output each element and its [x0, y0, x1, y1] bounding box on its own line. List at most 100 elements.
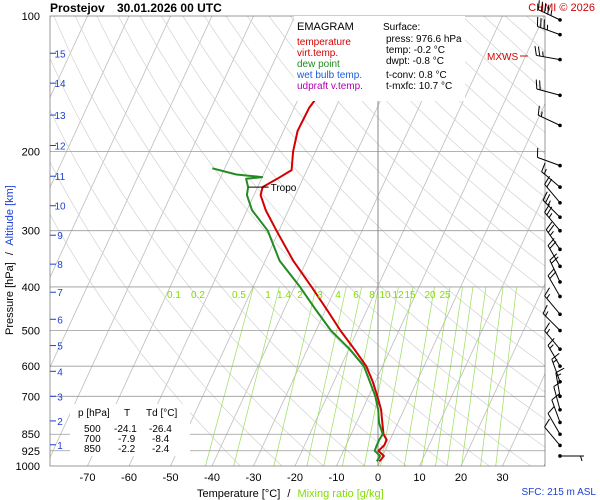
wind-barb-half-feather — [549, 344, 554, 349]
dry-adiabat-line — [161, 16, 545, 420]
wind-barb-shaft — [547, 413, 561, 435]
wind-barb-feather — [535, 79, 538, 90]
wind-barb-shaft — [544, 426, 561, 446]
mixing-ratio-line — [205, 286, 254, 466]
wind-barb-shaft — [538, 114, 561, 126]
wind-barb — [534, 45, 562, 62]
wind-barb-feather — [555, 367, 565, 374]
mixing-ratio-label: 6 — [353, 290, 359, 301]
temperature-tick-label: -70 — [80, 472, 96, 484]
isotherm-line — [294, 16, 503, 466]
pressure-tick-label: 200 — [22, 146, 40, 158]
pressure-tick-label: 100 — [22, 11, 40, 23]
mixing-ratio-line — [233, 286, 280, 466]
pressure-tick-labels: 100 200 300 400 500 600 700 850 925 1000 — [16, 11, 40, 473]
temperature-tick-label: -50 — [163, 472, 179, 484]
mixing-ratio-labels: 0.1 0.2 0.5 1 1.4 2 3 4 6 8 10 12 15 20 25 — [167, 290, 451, 301]
wind-barb — [551, 352, 562, 384]
legend-entry-wet-bulb: wet bulb temp. — [296, 70, 362, 81]
x-axis-label: Temperature [°C] / Mixing ratio [g/kg] — [197, 488, 384, 500]
isotherm-line — [87, 16, 296, 466]
altitude-tick-label: 14 — [54, 79, 66, 90]
mixing-ratio-line — [323, 286, 362, 466]
mixing-ratio-label: 12 — [392, 290, 404, 301]
wind-barb-shaft — [538, 9, 561, 21]
wind-barb-feather — [549, 271, 557, 280]
altitude-tick-label: 13 — [54, 111, 66, 122]
pressure-tick-label: 1000 — [16, 461, 40, 473]
values-table: p [hPa] T Td [°C] 500 -24.1 -26.4 700 -7… — [70, 404, 190, 456]
wind-barb — [555, 367, 565, 399]
altitude-tick-label: 12 — [54, 142, 66, 153]
wind-barb — [535, 79, 562, 98]
temperature-tick-labels: -70 -60 -50 -40 -30 -20 -10 0 10 20 30 — [80, 472, 509, 484]
profile-series — [212, 16, 388, 463]
wind-barb — [547, 337, 562, 368]
wind-barb — [536, 16, 562, 37]
y-axis-label-press: Pressure [hPa] — [4, 262, 16, 335]
wind-barb — [547, 238, 562, 269]
table-row-850-td: -2.4 — [152, 444, 170, 455]
wind-barb-feather — [539, 80, 541, 90]
wind-barb-shaft — [544, 211, 561, 232]
wind-barb-feather — [542, 304, 548, 314]
wind-barb-half-feather — [543, 168, 547, 175]
wind-barb-shaft — [544, 295, 561, 315]
wind-barb-station — [558, 18, 562, 22]
wind-barb-feather — [551, 393, 560, 401]
pressure-tick-label: 925 — [22, 446, 40, 458]
dry-adiabat-line — [354, 16, 545, 198]
wind-barb-feather — [544, 3, 547, 13]
wind-barb-feather — [544, 287, 550, 297]
altitude-tick-label: 7 — [57, 288, 63, 299]
mixing-ratio-line — [446, 286, 474, 466]
wind-barb-feather — [547, 406, 555, 414]
surface-title: Surface: — [383, 22, 420, 33]
wind-barb — [537, 105, 562, 128]
mixing-ratio-lines — [205, 286, 517, 466]
altitude-tick-label: 6 — [57, 315, 63, 326]
sfc-elevation-label: SFC: 215 m ASL — [522, 487, 597, 498]
tropopause-label: Tropo — [271, 183, 297, 194]
mixing-ratio-label: 3 — [317, 290, 323, 301]
wind-barb-feather — [547, 337, 555, 346]
mixing-ratio-label: 0.2 — [191, 290, 205, 301]
surface-box — [380, 16, 465, 101]
dry-adiabat-line — [204, 16, 545, 367]
mixing-ratio-line — [273, 286, 317, 466]
wind-barb-feather — [545, 194, 551, 203]
temperature-tick-label: 20 — [455, 472, 467, 484]
wind-barb — [541, 162, 562, 189]
wind-barb-shaft — [551, 399, 561, 423]
table-header-p: p [hPa] — [78, 408, 110, 419]
wind-barb — [544, 287, 562, 317]
wind-barb — [553, 380, 562, 412]
y-axis-label-alt: Altitude [km] — [4, 185, 16, 246]
mixing-ratio-line — [421, 286, 451, 466]
temperature-tick-label: -20 — [287, 472, 303, 484]
legend-entry-updraft: udpraft v.temp. — [297, 81, 363, 92]
wind-barb-feather — [549, 241, 557, 249]
legend-entry-temperature: temperature — [297, 37, 351, 48]
wind-barb-half-feather — [549, 230, 554, 236]
wind-barb — [536, 147, 562, 168]
altitude-tick-label: 8 — [57, 260, 63, 271]
wind-barb-shaft — [536, 88, 561, 96]
mixing-ratio-label: 1 — [265, 290, 271, 301]
table-header-t: T — [124, 408, 130, 419]
temperature-tick-label: -40 — [204, 472, 220, 484]
wind-barb-shaft — [553, 386, 561, 410]
surface-press: press: 976.6 hPa — [386, 34, 462, 45]
isotherm-lines — [50, 16, 545, 466]
altitude-tick-label: 11 — [55, 172, 66, 183]
wind-barb-feather — [546, 178, 553, 188]
wind-barb-feather — [547, 224, 555, 233]
wind-barb-station — [558, 407, 562, 412]
wind-barb-feather — [542, 191, 548, 201]
table-row-700-p: 700 — [84, 434, 101, 445]
table-row-700-td: -8.4 — [152, 434, 170, 445]
wind-barb — [547, 406, 562, 437]
altitude-tick-label: 3 — [57, 392, 63, 403]
dry-adiabat-line — [247, 16, 545, 316]
